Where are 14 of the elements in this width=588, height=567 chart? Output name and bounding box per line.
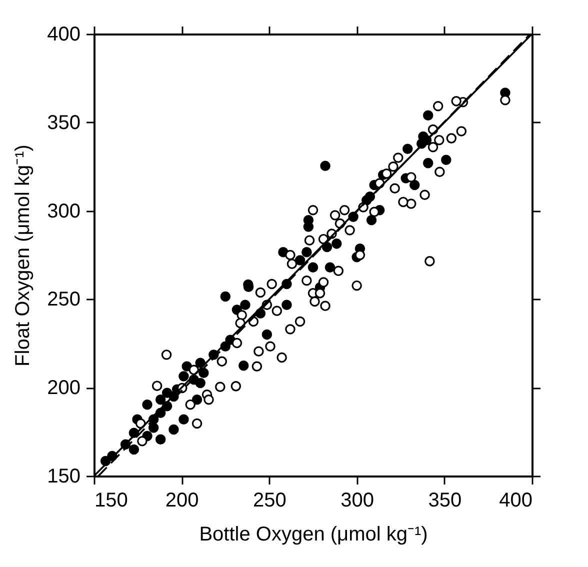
y-tick-label: 300 [47,200,80,222]
x-tick-label: 400 [499,490,532,512]
x-axis-title: Bottle Oxygen (μmol kg⁻¹) [199,524,428,546]
y-tick-label: 400 [47,24,80,46]
x-tick-label: 250 [253,490,286,512]
x-tick-label: 300 [340,490,374,512]
x-tick-label: 200 [165,490,199,512]
y-tick-label: 200 [47,377,80,400]
y-axis-title: Float Oxygen (μmol kg⁻¹) [12,144,34,366]
y-tick-label: 150 [47,466,80,488]
y-tick-label: 350 [47,112,80,134]
x-tick-label: 150 [94,490,128,512]
x-tick-label: 350 [428,490,462,512]
y-tick-label: 250 [47,288,80,311]
